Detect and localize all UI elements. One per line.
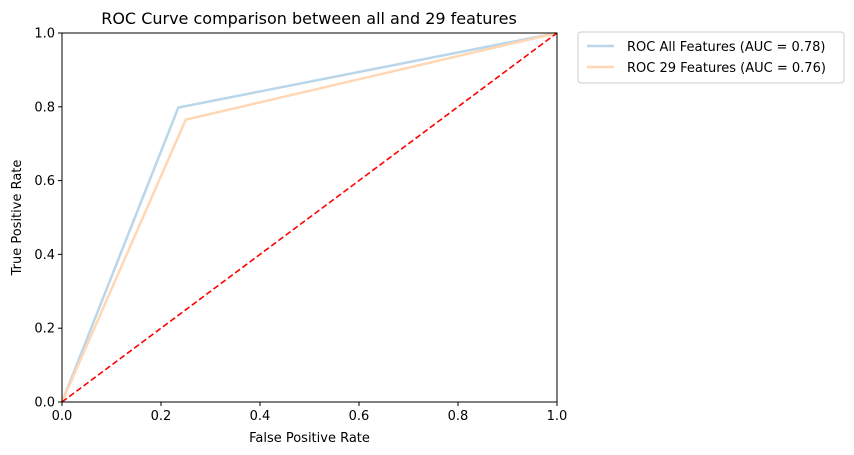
x-tick-label: 0.2 xyxy=(151,409,172,424)
y-tick-label: 0.0 xyxy=(34,396,55,411)
x-axis: 0.0 0.2 0.4 0.6 0.8 1.0 xyxy=(52,402,568,424)
x-tick-label: 0.6 xyxy=(349,409,370,424)
y-tick-label: 0.4 xyxy=(34,248,55,263)
y-tick-label: 0.8 xyxy=(34,100,55,115)
x-tick-label: 1.0 xyxy=(547,409,568,424)
x-tick-label: 0.0 xyxy=(52,409,73,424)
plot-frame xyxy=(61,32,558,403)
y-tick-label: 1.0 xyxy=(34,27,55,42)
legend-label-all-features: ROC All Features (AUC = 0.78) xyxy=(627,40,826,55)
y-tick-label: 0.2 xyxy=(34,322,55,337)
x-tick-label: 0.8 xyxy=(448,409,469,424)
chart-title: ROC Curve comparison between all and 29 … xyxy=(101,9,517,28)
x-axis-label: False Positive Rate xyxy=(249,431,370,446)
y-tick-label: 0.6 xyxy=(34,174,55,189)
legend-label-29-features: ROC 29 Features (AUC = 0.76) xyxy=(627,61,826,76)
plot-area xyxy=(60,31,558,403)
legend: ROC All Features (AUC = 0.78) ROC 29 Fea… xyxy=(577,31,845,84)
y-axis: 0.0 0.2 0.4 0.6 0.8 1.0 xyxy=(34,27,62,411)
series-line-0 xyxy=(60,31,558,403)
y-axis-label: True Positive Rate xyxy=(10,160,25,277)
series-line-1 xyxy=(60,31,558,403)
legend-box xyxy=(577,31,845,84)
reference-diagonal-line xyxy=(61,32,558,403)
x-tick-label: 0.4 xyxy=(250,409,271,424)
